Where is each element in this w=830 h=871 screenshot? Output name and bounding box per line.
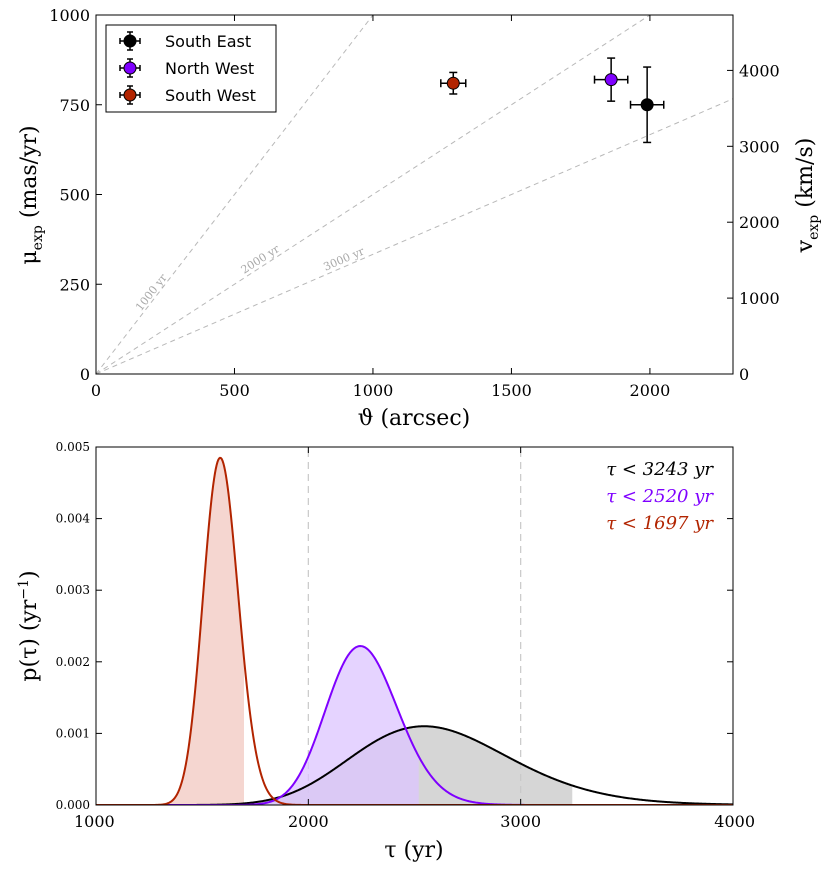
age-limit-north-west: τ < 2520 yr [606,486,714,507]
bottom-y-ticks: 0.000 0.001 0.002 0.003 0.004 0.005 [56,440,733,812]
legend: South East North West South West [105,24,277,113]
legend-marker [123,61,137,75]
top-x-tick-label: 0 [91,381,101,400]
bottom-y-tick-label: 0.004 [56,512,91,526]
data-point-north-west [593,57,629,102]
top-x-tick-label: 1500 [491,381,532,400]
svg-text:vexp (km/s): vexp (km/s) [793,138,822,254]
bottom-plot-frame [95,446,734,806]
top-y-tick-label-right: 1000 [739,289,780,308]
top-y-tick-label: 0 [80,365,90,384]
age-lines [96,15,733,374]
top-y-tick-label-right: 3000 [739,137,780,156]
bottom-x-axis-label: τ (yr) [384,838,443,863]
svg-text:μexp (mas/yr): μexp (mas/yr) [17,125,46,264]
bottom-x-tick-label: 4000 [714,812,755,831]
data-point-south-east [629,66,665,144]
age-line-label: 3000 yr [322,244,367,273]
age-line-label-group: 1000 yr [133,271,170,314]
marker [604,73,618,87]
age-line-labels: 1000 yr 2000 yr 3000 yr [133,242,367,314]
bottom-y-tick-label: 0.001 [56,726,90,740]
legend-item: South East [119,31,251,51]
top-y-ticks: 0 250 500 750 1000 [49,6,102,384]
age-limit-south-west: τ < 1697 yr [606,513,714,534]
bottom-y-tick-label: 0.002 [56,655,90,669]
bottom-y-tick-label: 0.000 [56,798,90,812]
top-x-tick-label: 1000 [353,381,394,400]
age-line [96,15,651,374]
bottom-x-tick-label: 3000 [500,812,541,831]
curve-south-west [96,456,733,805]
age-line-label: 2000 yr [239,242,283,277]
marker [446,76,460,90]
top-x-tick-label: 500 [219,381,250,400]
curve-north-west [96,645,733,805]
bottom-y-axis-label: p(τ) (yr−1) [16,570,42,681]
top-y-tick-label-right: 2000 [739,213,780,232]
bottom-panel: 1000 2000 3000 4000 0.0000.0010.0020.0030.0… [16,440,755,863]
top-y-ticks-right: 0 1000 2000 3000 4000 [727,61,780,384]
marker [640,98,654,112]
bottom-x-tick-label: 1000 [74,812,115,831]
data-point-south-west [440,71,467,95]
legend-marker [123,88,137,102]
top-x-ticks: 0 500 1000 1500 2000 [91,15,670,400]
age-limit-south-east: τ < 3243 yr [606,459,714,480]
top-y-tick-label: 1000 [49,6,90,25]
legend-label: South West [165,86,256,105]
top-y-tick-label-right: 4000 [739,61,780,80]
age-line-label: 1000 yr [133,271,170,314]
fill-south-east [96,726,573,805]
bottom-x-tick-label: 2000 [288,812,329,831]
legend-label: North West [165,59,254,78]
legend-marker [123,34,137,48]
top-y-tick-label: 500 [59,186,90,205]
top-y-tick-label-right: 0 [739,365,749,384]
legend-item: South West [119,85,256,105]
top-y-axis-label-right: vexp (km/s) [793,138,822,254]
top-y-tick-label: 250 [59,275,90,294]
top-x-tick-label: 2000 [630,381,671,400]
legend-label: South East [165,32,251,51]
age-line [96,15,374,374]
bottom-y-tick-label: 0.003 [56,583,90,597]
legend-item: North West [119,58,254,78]
top-panel: 1000 yr 2000 yr 3000 yr 0 500 1000 1500 2000 0… [17,6,822,431]
data-points [440,57,665,144]
top-y-tick-label: 750 [59,96,90,115]
age-line-label-group: 2000 yr [239,242,283,277]
age-line-label-group: 3000 yr [322,244,367,273]
fill-north-west [96,646,419,805]
age-limit-annotations: τ < 3243 yr τ < 2520 yr τ < 1697 yr [606,459,714,534]
fill-south-west [96,457,244,805]
bottom-y-tick-label: 0.005 [56,440,90,454]
age-line [96,98,733,374]
bottom-x-ticks: 1000 2000 3000 4000 [74,447,755,831]
svg-text:p(τ) (yr−1): p(τ) (yr−1) [16,570,42,681]
top-y-axis-label: μexp (mas/yr) [17,125,46,264]
top-x-axis-label: ϑ (arcsec) [358,406,470,431]
